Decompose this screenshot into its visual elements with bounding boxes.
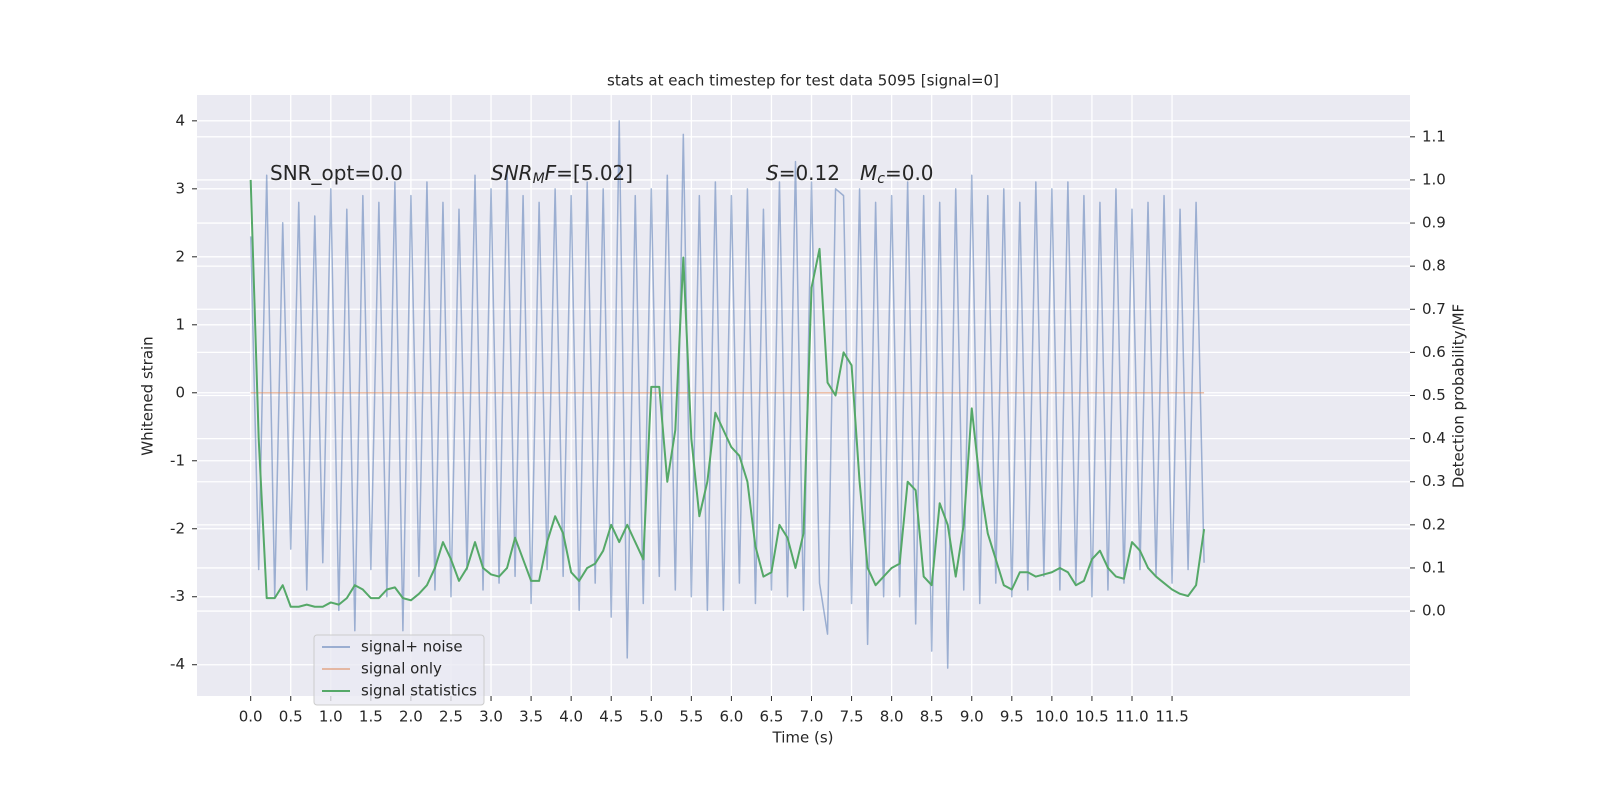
- legend-label: signal+ noise: [361, 638, 463, 656]
- x-tick-label: 9.0: [960, 708, 984, 726]
- annotation-text: M: [533, 171, 545, 187]
- x-tick-label: 0.0: [239, 708, 263, 726]
- line-series: [249, 120, 1205, 669]
- y-tick-label: 2: [175, 247, 185, 265]
- x-tick-label: 4.0: [559, 708, 583, 726]
- annotation-text: S: [766, 161, 779, 185]
- x-tick-label: 3.0: [479, 708, 503, 726]
- y2-axis-label: Detection probability/MF: [1450, 304, 1468, 488]
- annotation: SNR_opt=0.0: [270, 161, 403, 185]
- y2-tick-label: 0.4: [1422, 429, 1446, 447]
- legend: signal+ noise signal only signal statistic…: [313, 634, 485, 706]
- legend-label: signal only: [361, 660, 442, 678]
- x-tick-label: 5.0: [639, 708, 663, 726]
- y2-tick-label: 0.8: [1422, 257, 1446, 275]
- y-tick-label: 3: [175, 179, 185, 197]
- y2-tick-label: 0.6: [1422, 343, 1446, 361]
- x-tick-label: 11.5: [1155, 708, 1188, 726]
- annotation: S=0.12 Mc=0.0: [766, 161, 934, 188]
- annotation-text: =[5.02]: [556, 161, 633, 185]
- y2-tick-label: 0.1: [1422, 558, 1446, 576]
- x-tick-label: 7.5: [840, 708, 864, 726]
- axes: 0.0 0.5 1.0 1.5 2.0 2.5 3.0 3.5 4.0 4.5 5.0 5.5 6.0 6…: [170, 111, 1446, 725]
- x-tick-label: 10.0: [1035, 708, 1068, 726]
- x-tick-label: 10.5: [1075, 708, 1108, 726]
- y-tick-label: -3: [170, 587, 185, 605]
- y-tick-label: 1: [175, 315, 185, 333]
- y-tick-label: 0: [175, 383, 185, 401]
- legend-label: signal statistics: [361, 682, 477, 700]
- x-tick-label: 0.5: [279, 708, 303, 726]
- annotation-text: M: [860, 161, 877, 185]
- x-tick-label: 11.0: [1115, 708, 1148, 726]
- y-tick-label: 4: [175, 111, 185, 129]
- y2-tick-label: 1.1: [1422, 127, 1446, 145]
- x-tick-label: 3.5: [519, 708, 543, 726]
- annotation-text: SNR: [491, 161, 533, 185]
- x-tick-label: 8.5: [920, 708, 944, 726]
- y2-tick-label: 0.5: [1422, 386, 1446, 404]
- y2-tick-label: 0.0: [1422, 602, 1446, 620]
- x-tick-label: 8.0: [880, 708, 904, 726]
- y2-tick-label: 0.2: [1422, 515, 1446, 533]
- y-tick-label: -1: [170, 451, 185, 469]
- y2-tick-label: 0.7: [1422, 300, 1446, 318]
- annotation-text: SNR_opt=0.0: [270, 161, 403, 185]
- annotation-text: F: [545, 161, 557, 185]
- y2-tick-label: 1.0: [1422, 170, 1446, 188]
- chart-title: stats at each timestep for test data 509…: [607, 72, 999, 90]
- marks: [249, 120, 1206, 669]
- y-tick-label: -2: [170, 519, 185, 537]
- x-tick-label: 2.0: [399, 708, 423, 726]
- legend-box: [313, 634, 485, 706]
- x-tick-label: 4.5: [599, 708, 623, 726]
- x-tick-label: 2.5: [439, 708, 463, 726]
- annotation: SNRMF=[5.02]: [491, 161, 633, 188]
- annotation-text: =0.0: [885, 161, 934, 185]
- line-series: [249, 179, 1206, 608]
- x-tick-label: 6.5: [760, 708, 784, 726]
- x-tick-label: 1.5: [359, 708, 383, 726]
- x-tick-label: 6.0: [719, 708, 743, 726]
- x-tick-label: 9.5: [1000, 708, 1024, 726]
- y-tick-label: -4: [170, 655, 185, 673]
- y2-tick-label: 0.3: [1422, 472, 1446, 490]
- x-axis-label: Time (s): [772, 729, 834, 747]
- annotation-text: c: [877, 171, 885, 187]
- annotation-text: =0.12: [779, 161, 840, 185]
- x-tick-label: 1.0: [319, 708, 343, 726]
- y-axis-label: Whitened strain: [139, 336, 157, 455]
- x-tick-label: 5.5: [679, 708, 703, 726]
- x-tick-label: 7.0: [800, 708, 824, 726]
- y2-tick-label: 0.9: [1422, 214, 1446, 232]
